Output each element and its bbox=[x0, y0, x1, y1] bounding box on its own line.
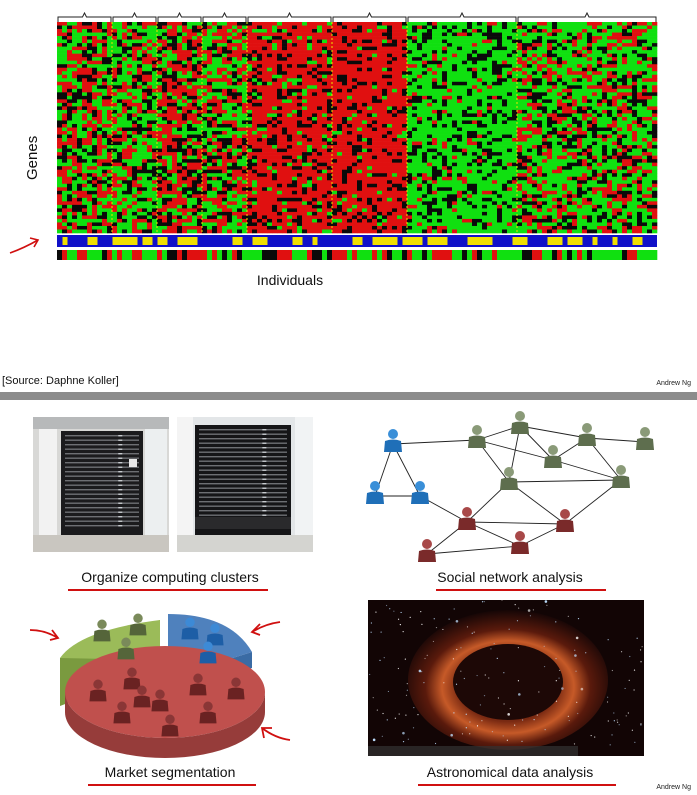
social-network-diagram bbox=[366, 411, 654, 562]
star-field bbox=[369, 600, 643, 746]
caption-astronomical-data: Astronomical data analysis bbox=[426, 764, 594, 780]
caption-underline bbox=[88, 784, 256, 786]
network-nodes bbox=[366, 411, 654, 562]
caption-social-network: Social network analysis bbox=[437, 569, 583, 585]
annotation-arrow bbox=[9, 237, 40, 254]
source-citation: [Source: Daphne Koller] bbox=[2, 375, 119, 387]
gene-expression-heatmap bbox=[9, 11, 658, 260]
author-credit: Andrew Ng bbox=[656, 380, 691, 387]
caption-underline bbox=[68, 589, 268, 591]
slide-gene-expression: Genes Individuals [Source: Daphne Koller… bbox=[0, 0, 697, 392]
slide-divider bbox=[0, 392, 697, 400]
caption-market-segmentation: Market segmentation bbox=[104, 764, 236, 780]
caption-computing-clusters: Organize computing clusters bbox=[81, 569, 259, 585]
astronomy-nebula-image bbox=[368, 600, 644, 756]
caption-underline bbox=[436, 589, 606, 591]
server-rack-photo-left bbox=[33, 417, 169, 552]
server-rack-photo-right bbox=[177, 417, 313, 552]
author-credit-2: Andrew Ng bbox=[656, 784, 691, 791]
segment-people bbox=[89, 613, 245, 737]
y-axis-label: Genes bbox=[24, 135, 41, 180]
heatmap-cells bbox=[57, 22, 658, 234]
slide-applications: Organize computing clusters Social netwo… bbox=[0, 400, 697, 795]
summary-color-row bbox=[57, 250, 658, 260]
market-segmentation-pie bbox=[29, 613, 291, 758]
caption-underline bbox=[418, 784, 616, 786]
x-axis-label: Individuals bbox=[256, 272, 324, 288]
cluster-brackets bbox=[57, 11, 657, 22]
class-indicator-row bbox=[57, 235, 657, 247]
